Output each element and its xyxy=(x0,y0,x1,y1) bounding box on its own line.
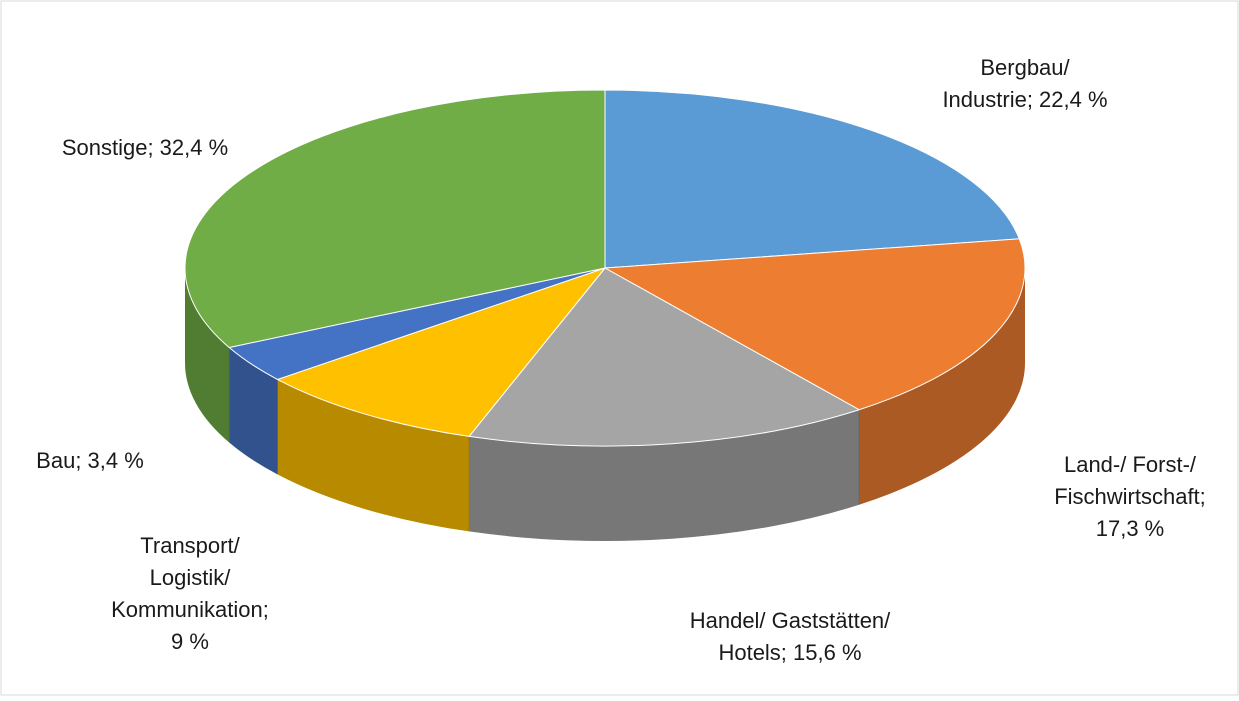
data-label-line: Fischwirtschaft; xyxy=(1054,484,1206,509)
data-label: Land-/ Forst-/ Fischwirtschaft; 17,3 % xyxy=(1054,452,1206,541)
slice xyxy=(276,266,607,437)
slice-side xyxy=(277,379,470,532)
data-label-line: Industrie; 22,4 % xyxy=(942,87,1107,112)
slice xyxy=(603,238,1026,411)
data-label-line: Sonstige; 32,4 % xyxy=(62,135,228,160)
data-label-line: 17,3 % xyxy=(1096,516,1165,541)
slice xyxy=(604,89,1021,269)
slice xyxy=(184,89,606,349)
data-label: Bau; 3,4 % xyxy=(36,448,144,473)
data-label-line: Bau; 3,4 % xyxy=(36,448,144,473)
data-label-line: Logistik/ xyxy=(150,565,232,590)
data-label: Handel/ Gaststätten/Hotels; 15,6 % xyxy=(690,608,891,665)
data-label: Bergbau/Industrie; 22,4 % xyxy=(942,55,1107,112)
slice-side xyxy=(859,268,1025,505)
data-label: Transport/Logistik/Kommunikation; 9 % xyxy=(111,533,269,654)
slice-side xyxy=(469,409,860,541)
data-label-line: Handel/ Gaststätten/ xyxy=(690,608,891,633)
slice xyxy=(468,267,861,447)
data-label-line: Bergbau/ xyxy=(980,55,1070,80)
data-label-line: 9 % xyxy=(171,629,209,654)
slice-side xyxy=(185,268,230,443)
slice-side xyxy=(229,347,278,475)
data-label-line: Hotels; 15,6 % xyxy=(718,640,861,665)
data-label: Sonstige; 32,4 % xyxy=(62,135,228,160)
data-label-line: Land-/ Forst-/ xyxy=(1064,452,1197,477)
data-label-line: Transport/ xyxy=(140,533,240,558)
data-label-line: Kommunikation; xyxy=(111,597,269,622)
